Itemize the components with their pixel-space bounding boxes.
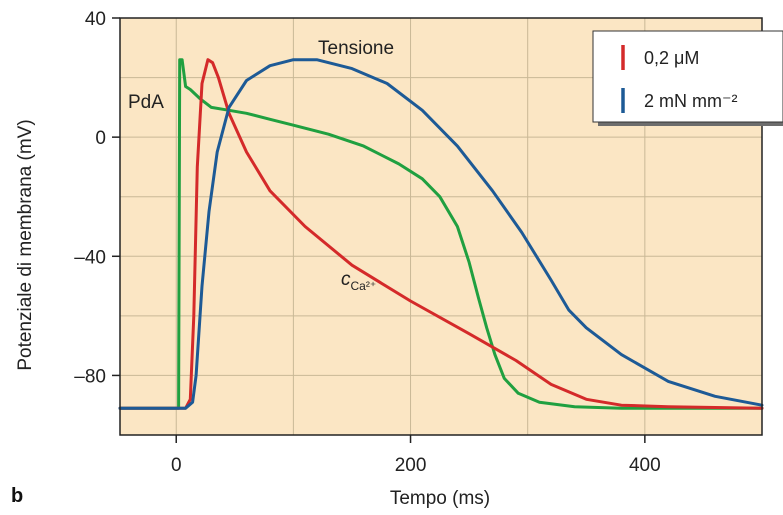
x-axis-title: Tempo (ms) [390,488,490,509]
annotation-pda: PdA [128,92,164,113]
annotation-calcium: cCa²⁺ [341,269,376,293]
x-tick-label: 400 [629,455,661,476]
panel-label: b [11,485,23,507]
series-lines [118,58,764,410]
plot-frame [119,17,763,436]
legend-label-concentration: 0,2 μM [644,48,699,68]
series-line-calcium [118,58,764,410]
y-tick-label: 40 [85,9,106,30]
x-tick-label: 0 [171,455,182,476]
legend-label-tension: 2 mN mm⁻² [644,91,738,111]
calcium-symbol: c [341,269,351,290]
x-tick-label: 200 [395,455,427,476]
calcium-subscript: Ca²⁺ [351,279,377,293]
y-tick-label: –80 [74,366,106,387]
annotation-tension: Tensione [318,38,394,59]
y-axis-title: Potenziale di membrana (mV) [15,119,36,370]
y-tick-label: –40 [74,247,106,268]
y-tick-label: 0 [95,128,106,149]
legend: 0,2 μM 2 mN mm⁻² [592,30,783,126]
series-line-tension [118,58,764,410]
series-line-pda [118,58,764,410]
